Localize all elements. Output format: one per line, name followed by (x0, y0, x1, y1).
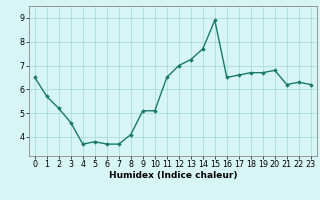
X-axis label: Humidex (Indice chaleur): Humidex (Indice chaleur) (108, 171, 237, 180)
